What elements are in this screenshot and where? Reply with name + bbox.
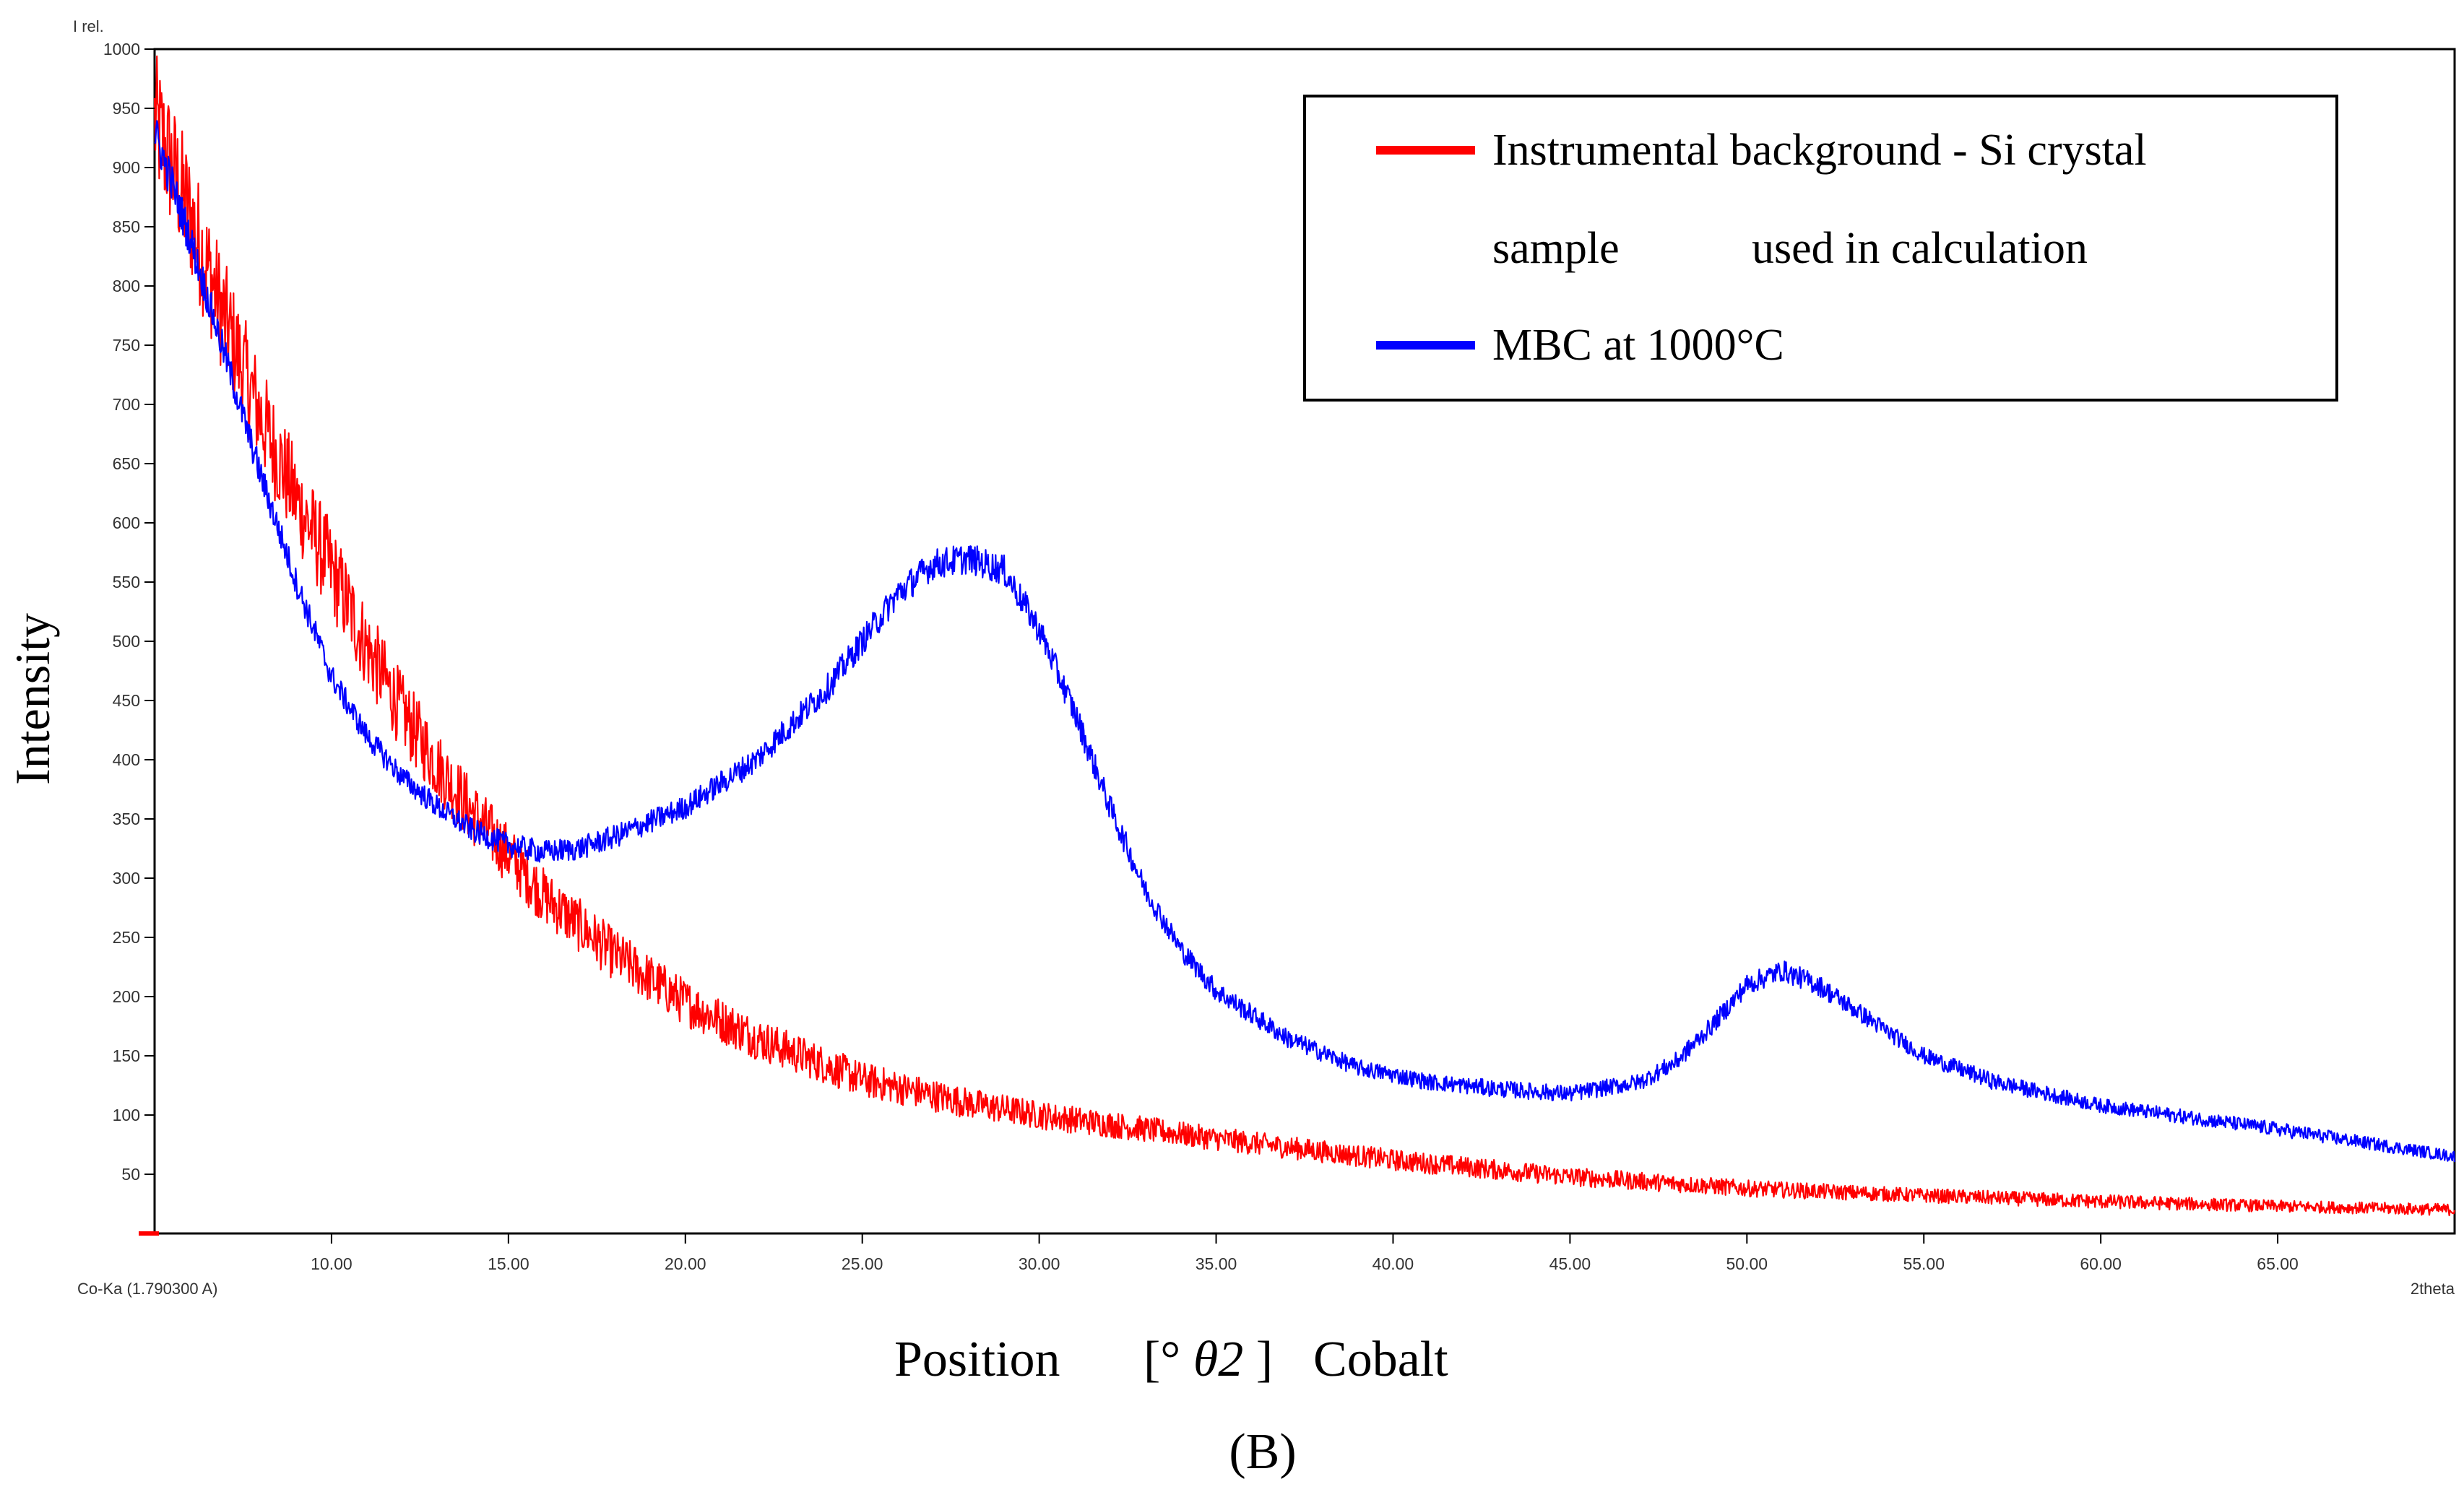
x-axis-label: Position [° θ2 ] Cobalt xyxy=(894,1332,1448,1387)
x-tick-label: 25.00 xyxy=(842,1254,883,1273)
x-axis-label-theta: θ2 xyxy=(1193,1332,1243,1387)
legend: Instrumental background - Si crystal sam… xyxy=(1303,95,2338,402)
y-tick-label: 800 xyxy=(113,277,140,295)
series-instrumental-background xyxy=(153,55,2456,1217)
x-axis-label-bracket-close: ] xyxy=(1256,1332,1273,1387)
x-tick-label: 65.00 xyxy=(2257,1254,2299,1273)
y-tick-label: 200 xyxy=(113,987,140,1006)
x-tick-label: 15.00 xyxy=(488,1254,529,1273)
y-tick-label: 400 xyxy=(113,750,140,769)
x-axis-unit: 2theta xyxy=(2411,1280,2455,1298)
y-tick-label: 250 xyxy=(113,928,140,947)
x-tick-label: 60.00 xyxy=(2080,1254,2122,1273)
y-tick-label: 600 xyxy=(113,513,140,532)
y-tick-label: 100 xyxy=(113,1106,140,1124)
y-axis-label: Intensity xyxy=(5,613,60,785)
y-tick-label: 550 xyxy=(113,573,140,591)
y-tick-label: 850 xyxy=(113,217,140,236)
y-axis-unit: I rel. xyxy=(73,17,104,35)
x-tick-label: 40.00 xyxy=(1373,1254,1414,1273)
x-axis-label-cobalt: Cobalt xyxy=(1313,1332,1448,1387)
legend-label-background-line1: Instrumental background - Si crystal xyxy=(1492,126,2147,175)
legend-label-mbc: MBC at 1000°C xyxy=(1492,321,1784,370)
series-mbc-1000c xyxy=(154,120,2456,1163)
radiation-label: Co-Ka (1.790300 A) xyxy=(77,1280,217,1298)
y-tick-label: 350 xyxy=(113,810,140,828)
x-tick-label: 50.00 xyxy=(1726,1254,1768,1273)
y-tick-label: 900 xyxy=(113,158,140,177)
x-tick-label: 45.00 xyxy=(1549,1254,1591,1273)
y-tick-label: 750 xyxy=(113,336,140,355)
x-tick-label: 35.00 xyxy=(1196,1254,1237,1273)
y-tick-label: 450 xyxy=(113,691,140,710)
y-tick-label: 1000 xyxy=(103,40,140,58)
y-tick-label: 650 xyxy=(113,454,140,473)
x-tick-label: 55.00 xyxy=(1903,1254,1945,1273)
y-tick-label: 50 xyxy=(121,1165,140,1184)
x-tick-label: 20.00 xyxy=(665,1254,706,1273)
y-tick-label: 500 xyxy=(113,632,140,651)
y-tick-label: 700 xyxy=(113,395,140,414)
x-axis-ticks: 10.00 15.00 20.00 25.00 30.00 35.00 40.00 45.00… xyxy=(311,1233,2299,1273)
figure-caption: (B) xyxy=(1229,1424,1296,1480)
x-axis-label-bracket-open: [° xyxy=(1144,1332,1180,1387)
series-layer xyxy=(139,55,2456,1236)
y-tick-label: 950 xyxy=(113,99,140,118)
legend-label-background-line2-sample: sample xyxy=(1492,224,1620,273)
legend-box xyxy=(1303,95,2338,402)
y-tick-label: 150 xyxy=(113,1046,140,1065)
legend-label-background-line2-calc: used in calculation xyxy=(1752,224,2088,273)
y-tick-label: 300 xyxy=(113,869,140,888)
y-axis-ticks: 50 100 150 200 250 300 350 400 450 500 550 600 650 70… xyxy=(103,40,155,1184)
x-axis-label-position: Position xyxy=(894,1332,1060,1387)
x-tick-label: 30.00 xyxy=(1019,1254,1060,1273)
x-tick-label: 10.00 xyxy=(311,1254,353,1273)
